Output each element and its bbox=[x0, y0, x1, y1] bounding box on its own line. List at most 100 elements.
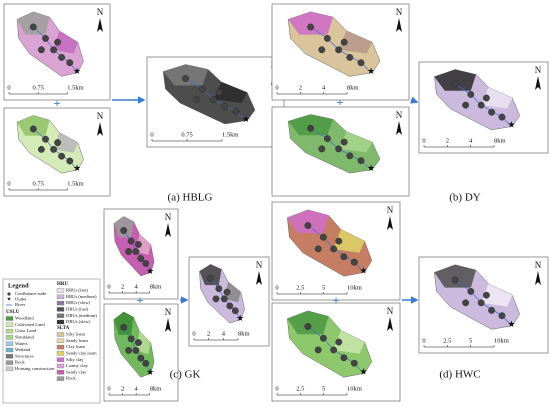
legend-swatch bbox=[56, 338, 65, 343]
legend-label: Grass Land bbox=[15, 328, 37, 333]
north-label: N bbox=[165, 307, 172, 317]
north-arrow bbox=[165, 318, 171, 332]
confluence-node bbox=[182, 75, 190, 82]
map-panel: ★ N 0 2.5 5 10km bbox=[271, 302, 401, 402]
confluence-node bbox=[198, 85, 206, 93]
scale-label: 0 bbox=[7, 84, 10, 91]
confluence-node bbox=[232, 108, 240, 115]
land-zone bbox=[333, 229, 365, 253]
confluence-node bbox=[132, 346, 140, 354]
legend-label: Silty loam bbox=[66, 332, 85, 337]
scale-label: 2.5 bbox=[296, 284, 304, 291]
map-panel: ★ N 0 2 4 8km bbox=[418, 61, 549, 154]
legend-swatch bbox=[5, 360, 14, 365]
legend-label: Sandy clay bbox=[66, 369, 87, 374]
scale-label: 0.75 bbox=[32, 180, 43, 187]
scale-label: 4 bbox=[135, 283, 139, 290]
legend-label: Clay loam bbox=[66, 344, 85, 349]
confluence-node bbox=[120, 323, 128, 331]
scale-label: 2 bbox=[446, 137, 449, 144]
confluence-node bbox=[357, 59, 365, 67]
scale-label: 4 bbox=[135, 385, 139, 392]
scale-label: 8km bbox=[238, 330, 250, 337]
confluence-node bbox=[335, 145, 342, 153]
land-zone bbox=[338, 131, 373, 153]
scale-label: 4 bbox=[222, 330, 226, 337]
confluence-node bbox=[134, 339, 142, 346]
confluence-node bbox=[330, 346, 337, 354]
confluence-node bbox=[335, 338, 343, 346]
confluence-node bbox=[127, 335, 135, 343]
confluence-node bbox=[330, 245, 337, 253]
legend-swatch bbox=[56, 357, 65, 362]
confluence-node bbox=[319, 334, 327, 342]
north-arrow bbox=[396, 121, 402, 135]
confluence-node bbox=[207, 274, 214, 282]
legend-swatch bbox=[56, 307, 65, 312]
legend-label: Housing construction bbox=[15, 366, 55, 371]
confluence-node bbox=[467, 287, 475, 295]
confluence-node bbox=[340, 138, 348, 146]
legend-label: Outlet bbox=[15, 297, 27, 302]
scale-label: 8km bbox=[494, 137, 506, 144]
land-zone bbox=[17, 115, 50, 136]
confluence-node bbox=[346, 152, 354, 160]
map-panel: ★ N 0 2 4 8km bbox=[188, 256, 270, 347]
scale-label: 5 bbox=[469, 337, 472, 344]
confluence-node bbox=[215, 285, 223, 292]
scale-label: 1.5km bbox=[222, 131, 238, 138]
confluence-node bbox=[482, 291, 490, 299]
map-panel: ★ N 0 2.5 5 10km bbox=[418, 256, 549, 354]
legend-swatch bbox=[5, 328, 14, 334]
legend-swatch bbox=[5, 341, 14, 346]
legend-label: Shrubland bbox=[15, 334, 35, 339]
legend-swatch bbox=[5, 316, 14, 321]
north-label: N bbox=[387, 205, 394, 215]
legend-label: Sandy loam bbox=[66, 338, 88, 343]
scale-label: 8km bbox=[347, 84, 359, 91]
outlet-star: ★ bbox=[507, 319, 515, 329]
confluence-node bbox=[477, 299, 485, 307]
north-label: N bbox=[535, 260, 542, 270]
confluence-node bbox=[38, 145, 45, 153]
outlet-star: ★ bbox=[359, 266, 367, 276]
map-panel: ★ N 0 0.75 1.5km bbox=[3, 107, 111, 197]
confluence-node bbox=[125, 248, 133, 255]
plus-sign: + bbox=[137, 293, 144, 307]
confluence-node bbox=[132, 248, 140, 255]
confluence-node bbox=[335, 237, 343, 245]
scale-label: 2.5 bbox=[443, 337, 451, 344]
legend-label: Waters bbox=[15, 341, 28, 346]
legend-label: DRUs (slow) bbox=[66, 319, 91, 324]
legend-label: Rock bbox=[15, 360, 25, 365]
north-label: N bbox=[97, 111, 104, 121]
confluence-node bbox=[125, 346, 133, 354]
legend-label: Woodland bbox=[15, 316, 34, 321]
confluence-node bbox=[54, 139, 61, 147]
north-label: N bbox=[387, 306, 394, 316]
north-arrow bbox=[387, 216, 393, 230]
land-zone bbox=[288, 11, 333, 35]
confluence-node bbox=[335, 46, 342, 54]
legend-swatch bbox=[5, 354, 14, 359]
legend-swatch bbox=[56, 344, 65, 350]
legend-group-title: HRU bbox=[57, 282, 69, 287]
legend-swatch bbox=[5, 335, 14, 340]
north-arrow bbox=[165, 223, 171, 237]
outlet-star: ★ bbox=[367, 66, 375, 76]
confluence-node bbox=[451, 276, 459, 284]
confluence-node bbox=[137, 255, 145, 262]
north-label: N bbox=[97, 7, 104, 17]
confluence-node bbox=[54, 38, 61, 46]
confluence-node bbox=[498, 312, 506, 320]
scale-label: 5 bbox=[322, 385, 325, 392]
confluence-node bbox=[467, 91, 475, 98]
land-zone bbox=[287, 310, 329, 335]
map-panel: ★N bbox=[271, 106, 410, 197]
outlet-star: ★ bbox=[146, 266, 154, 276]
outlet-star: ★ bbox=[359, 367, 367, 377]
confluence-node bbox=[42, 135, 49, 143]
confluence-node bbox=[314, 245, 322, 253]
land-zone bbox=[287, 209, 329, 234]
confluence-node bbox=[340, 38, 348, 46]
